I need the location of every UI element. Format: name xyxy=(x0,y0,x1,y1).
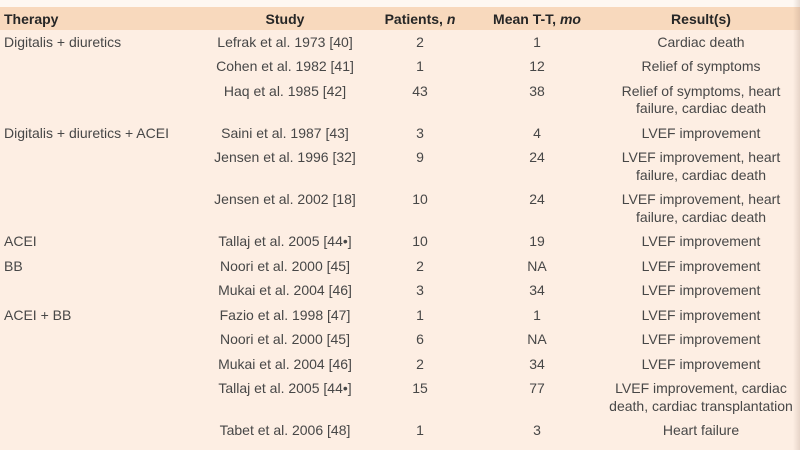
column-header-results: Result(s) xyxy=(602,11,800,27)
cell-results: LVEF improvement, heart failure, cardiac… xyxy=(621,191,781,225)
cell-study: Jensen et al. 2002 [18] xyxy=(214,191,356,207)
cell-mean-tt: 12 xyxy=(529,58,545,74)
column-header-therapy: Therapy xyxy=(0,11,202,27)
cell-study: Tallaj et al. 2005 [44•] xyxy=(218,233,352,249)
column-header-mean-tt-unit: mo xyxy=(559,10,581,27)
cell-mean-tt: 38 xyxy=(529,82,545,99)
cell-results: LVEF improvement xyxy=(641,257,761,274)
cell-mean-tt: 24 xyxy=(529,191,545,207)
cell-patients: 1 xyxy=(416,422,424,438)
cell-study: Jensen et al. 1996 [32] xyxy=(214,149,356,165)
cell-therapy: ACEI + BB xyxy=(4,306,72,323)
cell-mean-tt: 34 xyxy=(529,355,545,372)
cell-mean-tt: NA xyxy=(527,331,547,347)
column-header-mean-tt: Mean T-T, mo xyxy=(472,11,602,27)
cell-therapy: Digitalis + diuretics xyxy=(4,33,122,50)
column-header-mean-tt-label: Mean T-T, xyxy=(493,10,560,27)
table-body: Digitalis + diuretics Lefrak et al. 1973… xyxy=(0,30,800,443)
column-header-results-label: Result(s) xyxy=(671,10,731,27)
cell-study: Tallaj et al. 2005 [44•] xyxy=(218,380,352,396)
table-row: Noori et al. 2000 [45] 6 NA LVEF improve… xyxy=(0,328,800,353)
column-header-study-label: Study xyxy=(265,10,305,27)
cell-results: Relief of symptoms xyxy=(641,58,761,74)
cell-results: LVEF improvement xyxy=(641,306,761,323)
cell-study: Fazio et al. 1998 [47] xyxy=(219,306,351,323)
cell-study: Lefrak et al. 1973 [40] xyxy=(217,33,353,50)
table-row: ACEI Tallaj et al. 2005 [44•] 10 19 LVEF… xyxy=(0,230,800,255)
cell-study: Haq et al. 1985 [42] xyxy=(223,82,347,99)
cell-results: Relief of symptoms, heart failure, cardi… xyxy=(621,82,781,117)
cell-study: Tabet et al. 2006 [48] xyxy=(219,422,351,438)
cell-patients: 9 xyxy=(416,149,424,165)
table-row: Haq et al. 1985 [42] 43 38 Relief of sym… xyxy=(0,79,800,121)
cell-patients: 3 xyxy=(416,124,424,141)
top-margin-strip xyxy=(0,0,800,7)
column-header-patients-unit: n xyxy=(446,10,456,27)
cell-patients: 2 xyxy=(416,257,424,274)
cell-mean-tt: 4 xyxy=(533,124,541,141)
cell-study: Mukai et al. 2004 [46] xyxy=(218,355,352,372)
table-row: Cohen et al. 1982 [41] 1 12 Relief of sy… xyxy=(0,55,800,80)
table-row: Tallaj et al. 2005 [44•] 15 77 LVEF impr… xyxy=(0,377,800,419)
table-row: Jensen et al. 1996 [32] 9 24 LVEF improv… xyxy=(0,146,800,188)
cell-patients: 10 xyxy=(412,233,428,249)
cell-therapy: ACEI xyxy=(4,233,37,249)
table-header-row: Therapy Study Patients, n Mean T-T, mo R… xyxy=(0,7,800,30)
cell-study: Mukai et al. 2004 [46] xyxy=(218,282,352,298)
cell-patients: 10 xyxy=(412,191,428,207)
cell-mean-tt: 1 xyxy=(533,33,541,50)
cell-mean-tt: 19 xyxy=(529,233,545,249)
column-header-study: Study xyxy=(202,11,368,27)
cell-study: Noori et al. 2000 [45] xyxy=(220,331,350,347)
cell-results: LVEF improvement, cardiac death, cardiac… xyxy=(609,380,793,414)
cell-results: LVEF improvement xyxy=(641,233,761,249)
cell-patients: 15 xyxy=(412,380,428,396)
cell-results: Heart failure xyxy=(662,422,740,438)
column-header-patients: Patients, n xyxy=(368,11,472,27)
table-row: Jensen et al. 2002 [18] 10 24 LVEF impro… xyxy=(0,188,800,230)
table-row: Digitalis + diuretics Lefrak et al. 1973… xyxy=(0,30,800,55)
cell-results: Cardiac death xyxy=(657,33,745,50)
cell-patients: 1 xyxy=(416,58,424,74)
table-row: ACEI + BB Fazio et al. 1998 [47] 1 1 LVE… xyxy=(0,303,800,328)
cell-mean-tt: NA xyxy=(527,257,547,274)
cell-patients: 43 xyxy=(412,82,428,99)
cell-patients: 6 xyxy=(416,331,424,347)
cell-therapy: Digitalis + diuretics + ACEI xyxy=(4,124,169,141)
cell-study: Cohen et al. 1982 [41] xyxy=(216,58,354,74)
cell-mean-tt: 24 xyxy=(529,149,545,165)
cell-patients: 2 xyxy=(416,355,424,372)
cell-results: LVEF improvement xyxy=(641,124,761,141)
table-row: Tabet et al. 2006 [48] 1 3 Heart failure xyxy=(0,419,800,444)
cell-patients: 3 xyxy=(416,282,424,298)
cell-mean-tt: 34 xyxy=(529,282,545,298)
column-header-therapy-label: Therapy xyxy=(4,10,59,27)
table-row: BB Noori et al. 2000 [45] 2 NA LVEF impr… xyxy=(0,254,800,279)
cell-patients: 1 xyxy=(416,306,424,323)
column-header-patients-label: Patients, xyxy=(384,10,447,27)
cell-results: LVEF improvement xyxy=(641,331,761,347)
cell-therapy: BB xyxy=(4,257,23,274)
cell-results: LVEF improvement xyxy=(641,282,761,298)
cell-results: LVEF improvement, heart failure, cardiac… xyxy=(621,149,781,183)
table-row: Mukai et al. 2004 [46] 2 34 LVEF improve… xyxy=(0,352,800,377)
cell-results: LVEF improvement xyxy=(641,355,761,372)
cell-mean-tt: 1 xyxy=(533,306,541,323)
cell-mean-tt: 3 xyxy=(533,422,541,438)
table-row: Digitalis + diuretics + ACEI Saini et al… xyxy=(0,121,800,146)
cell-study: Noori et al. 2000 [45] xyxy=(220,257,350,274)
table-row: Mukai et al. 2004 [46] 3 34 LVEF improve… xyxy=(0,279,800,304)
cell-mean-tt: 77 xyxy=(529,380,545,396)
cell-patients: 2 xyxy=(416,33,424,50)
cell-study: Saini et al. 1987 [43] xyxy=(221,124,349,141)
